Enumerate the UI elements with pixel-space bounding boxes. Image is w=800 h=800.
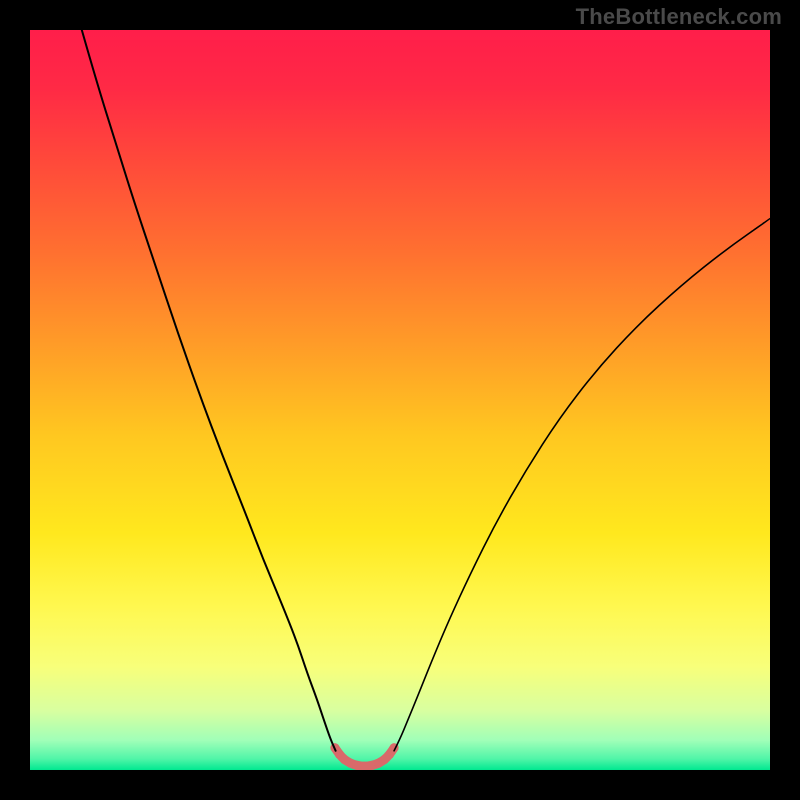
chart-frame: TheBottleneck.com <box>0 0 800 800</box>
plot-area <box>30 30 770 770</box>
plot-svg <box>30 30 770 770</box>
watermark-text: TheBottleneck.com <box>576 4 782 30</box>
gradient-background <box>30 30 770 770</box>
